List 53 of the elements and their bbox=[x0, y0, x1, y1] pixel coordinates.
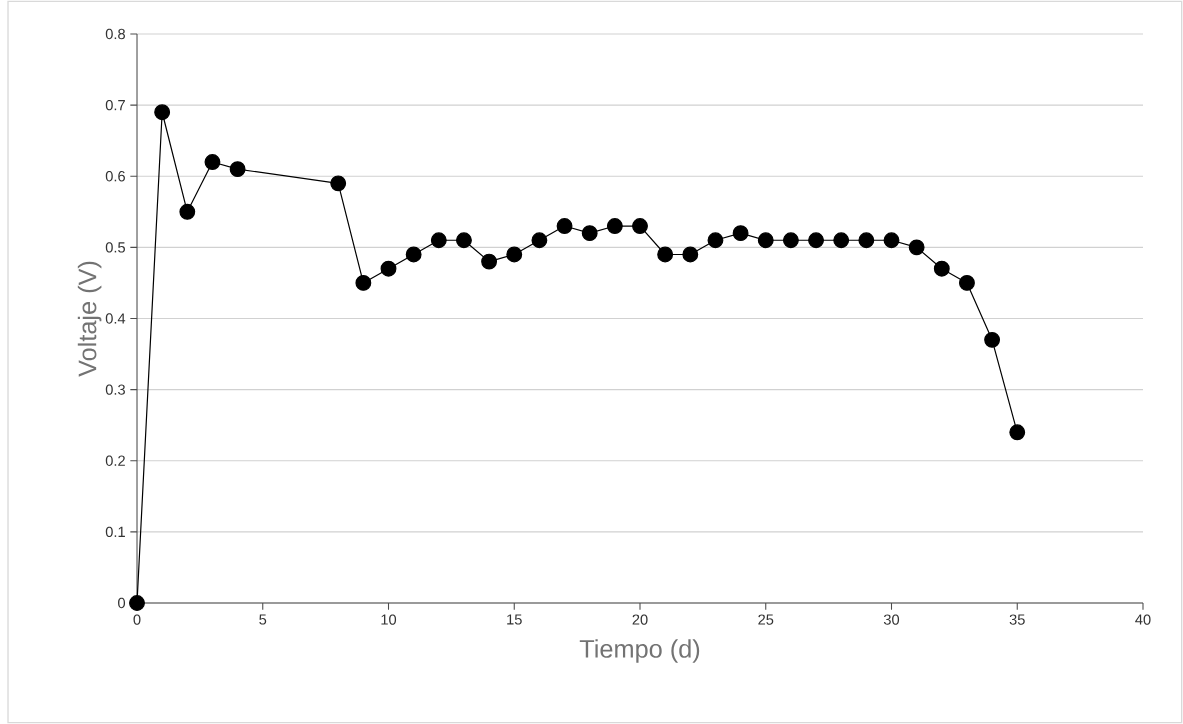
point bbox=[833, 232, 850, 249]
point bbox=[456, 232, 472, 249]
y-tick-label: 0 bbox=[118, 597, 126, 609]
point bbox=[682, 246, 699, 263]
point bbox=[506, 246, 523, 263]
point bbox=[782, 232, 799, 249]
point bbox=[984, 331, 1001, 348]
point bbox=[959, 275, 975, 291]
point bbox=[1009, 424, 1026, 441]
point bbox=[707, 232, 724, 249]
x-tick-label: 0 bbox=[133, 614, 141, 625]
x-tick-label: 5 bbox=[259, 614, 267, 625]
point bbox=[405, 246, 422, 263]
point bbox=[933, 260, 950, 277]
y-tick-label: 0.7 bbox=[105, 99, 125, 111]
point bbox=[229, 161, 246, 178]
x-axis-title: Tiempo (d) bbox=[579, 639, 700, 663]
point bbox=[632, 218, 648, 234]
y-tick-label: 0.6 bbox=[105, 171, 125, 182]
point bbox=[531, 232, 548, 249]
point bbox=[355, 275, 372, 291]
x-tick-label: 10 bbox=[381, 614, 397, 625]
x-tick-label: 25 bbox=[758, 614, 774, 625]
y-axis-title: Voltaje (V) bbox=[77, 261, 102, 377]
y-tick-label: 0.4 bbox=[105, 313, 126, 324]
point bbox=[883, 232, 900, 249]
y-tick-label: 0.3 bbox=[105, 384, 125, 395]
point bbox=[129, 595, 145, 611]
y-tick-label: 0.2 bbox=[105, 455, 125, 466]
point bbox=[179, 203, 196, 220]
point bbox=[732, 225, 749, 242]
point bbox=[330, 175, 347, 192]
x-tick-label: 40 bbox=[1135, 614, 1151, 625]
point bbox=[556, 218, 573, 234]
point bbox=[481, 253, 498, 270]
x-tick-label: 15 bbox=[507, 614, 522, 625]
x-tick-label: 30 bbox=[883, 614, 900, 625]
point bbox=[858, 232, 875, 249]
point bbox=[606, 218, 623, 234]
point bbox=[204, 154, 221, 170]
point bbox=[430, 232, 447, 249]
x-tick-label: 20 bbox=[632, 614, 648, 625]
point bbox=[757, 232, 774, 249]
point bbox=[657, 246, 674, 263]
x-tick-label: 35 bbox=[1009, 614, 1025, 625]
point bbox=[808, 232, 824, 249]
y-tick-label: 0.5 bbox=[105, 242, 125, 253]
point bbox=[908, 239, 925, 256]
y-tick-label: 0.1 bbox=[105, 526, 125, 538]
point bbox=[581, 225, 598, 242]
point bbox=[380, 260, 397, 277]
y-tick-label: 0.8 bbox=[105, 28, 125, 40]
point bbox=[154, 104, 171, 121]
